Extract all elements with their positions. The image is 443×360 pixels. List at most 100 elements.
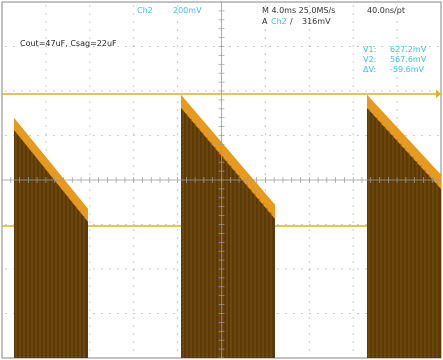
grid-dot — [264, 101, 266, 103]
grid-dot — [133, 229, 135, 231]
grid-dot — [253, 46, 255, 47]
grid-dot — [245, 46, 247, 47]
grid-dot — [264, 5, 266, 7]
grid-dot — [413, 46, 415, 47]
grid-dot — [293, 135, 295, 136]
grid-dot — [308, 229, 310, 231]
grid-dot — [45, 13, 47, 15]
grid-dot — [117, 313, 119, 314]
grid-dot — [177, 285, 179, 287]
grid-dot — [352, 277, 354, 279]
grid-dot — [357, 46, 359, 47]
grid-dot — [89, 213, 91, 215]
grid-dot — [109, 268, 111, 270]
grid-dot — [352, 85, 354, 87]
grid-dot — [133, 61, 135, 63]
grid-dot — [89, 61, 91, 63]
grid-dot — [308, 325, 310, 327]
grid-dot — [197, 46, 199, 47]
grid-dot — [157, 90, 159, 92]
grid-dot — [396, 109, 398, 111]
grid-dot — [149, 135, 151, 136]
grid-dot — [5, 46, 7, 47]
grid-dot — [308, 293, 310, 295]
grid-dot — [352, 309, 354, 311]
grid-dot — [133, 293, 135, 295]
grid-dot — [89, 269, 91, 271]
grid-dot — [133, 117, 135, 119]
grid-dot — [308, 269, 310, 271]
grid-dot — [245, 90, 247, 92]
grid-dot — [5, 224, 7, 225]
grid-dot — [149, 313, 151, 314]
grid-dot — [85, 90, 87, 92]
grid-dot — [101, 268, 103, 270]
grid-dot — [45, 77, 47, 79]
grid-dot — [89, 29, 91, 31]
grid-dot — [308, 21, 310, 23]
grid-dot — [89, 317, 91, 319]
waveform-striations — [15, 109, 438, 358]
grid-dot — [352, 157, 354, 159]
grid-dot — [173, 224, 175, 225]
grid-dot — [133, 245, 135, 247]
grid-dot — [352, 253, 354, 255]
grid-dot — [69, 90, 71, 92]
v2-value: 567.6mV — [390, 55, 427, 64]
grid-dot — [381, 90, 383, 92]
grid-dot — [89, 37, 91, 39]
grid-dot — [133, 197, 135, 199]
grid-dot — [133, 149, 135, 151]
grid-dot — [177, 189, 179, 191]
grid-dot — [125, 46, 127, 47]
grid-dot — [141, 90, 143, 92]
grid-dot — [333, 268, 335, 270]
trigger-mode: A — [262, 17, 268, 26]
grid-dot — [133, 46, 135, 47]
v1-label: V1: — [363, 45, 376, 54]
grid-dot — [133, 313, 135, 314]
grid-dot — [45, 141, 47, 143]
grid-dot — [264, 21, 266, 23]
grid-dot — [93, 135, 95, 136]
grid-dot — [325, 135, 327, 136]
grid-dot — [45, 46, 47, 47]
grid-dot — [133, 85, 135, 87]
grid-dot — [373, 46, 375, 47]
grid-dot — [133, 325, 135, 327]
grid-dot — [177, 317, 179, 319]
grid-dot — [308, 245, 310, 247]
grid-dot — [29, 90, 31, 92]
grid-dot — [365, 224, 367, 225]
grid-dot — [133, 268, 135, 270]
grid-dot — [277, 46, 279, 47]
grid-dot — [308, 77, 310, 79]
grid-dot — [13, 90, 15, 92]
grid-dot — [177, 341, 179, 343]
grid-dot — [89, 117, 91, 119]
grid-dot — [85, 46, 87, 47]
grid-dot — [45, 101, 47, 103]
grid-dot — [133, 37, 135, 39]
grid-dot — [308, 333, 310, 335]
grid-dot — [205, 90, 207, 92]
grid-dot — [133, 269, 135, 271]
grid-dot — [396, 13, 398, 15]
grid-dot — [308, 237, 310, 239]
grid-dot — [173, 313, 175, 314]
grid-dot — [89, 189, 91, 191]
grid-dot — [352, 325, 354, 327]
grid-dot — [89, 333, 91, 335]
grid-dot — [341, 135, 343, 136]
grid-dot — [177, 69, 179, 71]
grid-dot — [89, 285, 91, 287]
grid-dot — [133, 205, 135, 207]
grid-dot — [93, 313, 95, 314]
grid-dot — [149, 46, 151, 47]
grid-dot — [177, 293, 179, 295]
grid-dot — [177, 61, 179, 63]
grid-dot — [352, 221, 354, 223]
dv-label: ΔV: — [363, 65, 376, 74]
grid-dot — [101, 224, 103, 225]
grid-dot — [352, 213, 354, 215]
